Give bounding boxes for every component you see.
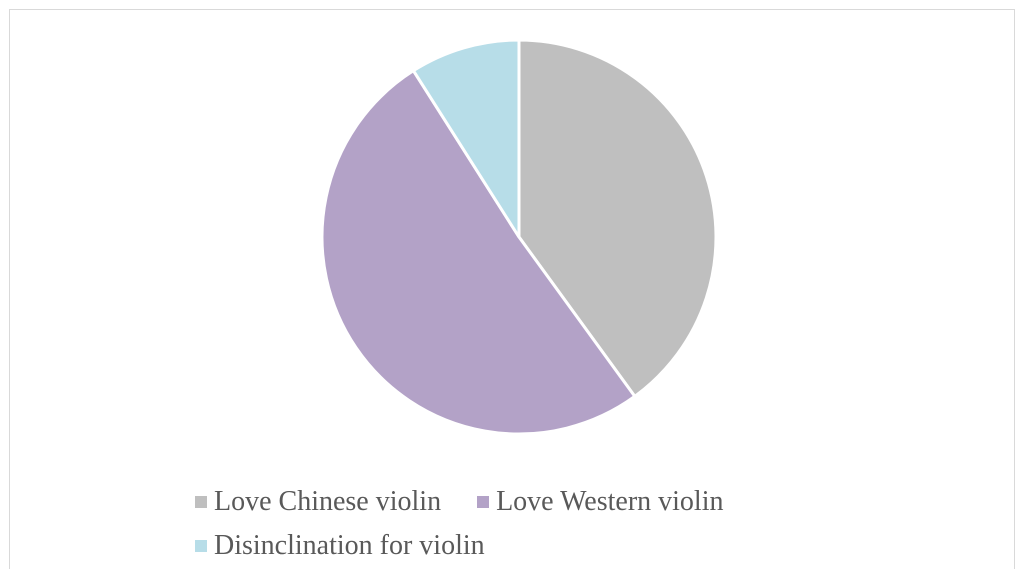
legend-item-disinclination-for-violin: Disinclination for violin: [195, 532, 485, 560]
legend-label: Disinclination for violin: [214, 530, 485, 561]
pie-slice-love-chinese-violin: [517, 38, 718, 398]
legend-label: Love Western violin: [496, 486, 724, 517]
legend-swatch: [195, 540, 207, 552]
legend: Love Chinese violin Love Western violin …: [195, 480, 895, 568]
legend-swatch: [195, 496, 207, 508]
legend-item-love-chinese-violin: Love Chinese violin: [195, 488, 441, 516]
pie-slice-disinclination-for-violin: [411, 38, 521, 239]
pie-slices: [320, 38, 718, 436]
legend-row-1: Love Chinese violin Love Western violin: [195, 480, 895, 524]
legend-label: Love Chinese violin: [214, 486, 442, 517]
chart-area: Love Chinese violin Love Western violin …: [9, 9, 1015, 569]
legend-swatch: [477, 496, 490, 508]
legend-row-2: Disinclination for violin: [195, 524, 895, 568]
legend-item-love-western-violin: Love Western violin: [477, 488, 723, 516]
pie-chart: [320, 38, 718, 436]
pie-slice-love-western-violin: [320, 69, 637, 436]
